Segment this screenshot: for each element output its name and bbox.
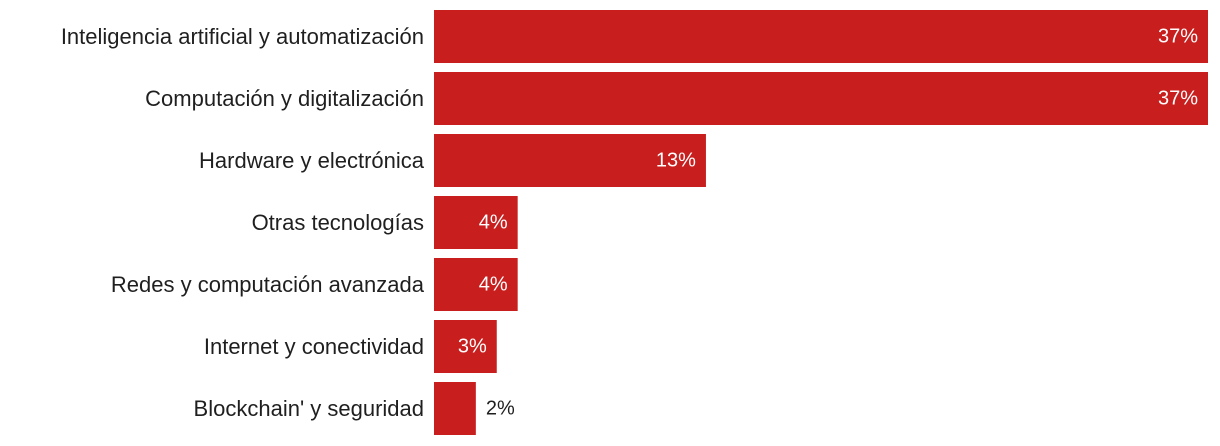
value-label: 37% (1158, 88, 1198, 110)
value-label: 3% (458, 336, 487, 358)
category-label: Internet y conectividad (204, 334, 424, 359)
category-label: Inteligencia artificial y automatización (61, 24, 424, 49)
category-label: Hardware y electrónica (199, 148, 425, 173)
value-label: 37% (1158, 26, 1198, 48)
bar (434, 196, 518, 249)
category-label: Redes y computación avanzada (111, 272, 425, 297)
bar (434, 258, 518, 311)
category-label: Otras tecnologías (252, 210, 424, 235)
category-label: Computación y digitalización (145, 86, 424, 111)
bar (434, 382, 476, 435)
value-label: 2% (486, 398, 515, 420)
category-label: Blockchain' y seguridad (194, 396, 424, 421)
bar (434, 72, 1208, 125)
bar (434, 320, 497, 373)
value-label: 13% (656, 150, 696, 172)
bar (434, 134, 706, 187)
bar (434, 10, 1208, 63)
value-label: 4% (479, 212, 508, 234)
value-label: 4% (479, 274, 508, 296)
